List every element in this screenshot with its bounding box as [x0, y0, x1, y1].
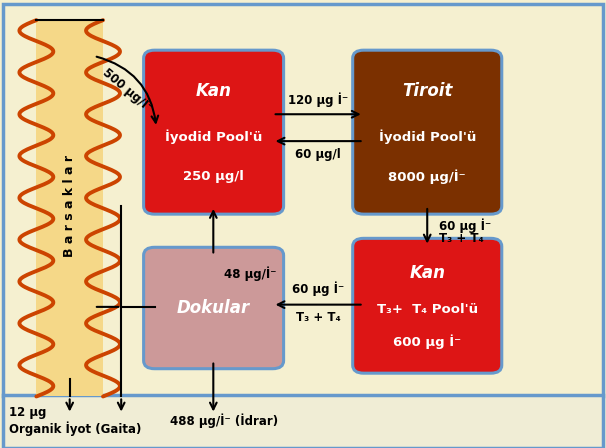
Text: 48 μg/İ⁻: 48 μg/İ⁻: [224, 266, 277, 280]
Text: İyodid Pool'ü: İyodid Pool'ü: [379, 129, 476, 144]
Text: T₃+  T₄ Pool'ü: T₃+ T₄ Pool'ü: [377, 303, 478, 316]
Text: İyodid Pool'ü: İyodid Pool'ü: [165, 129, 262, 144]
Text: T₃ + T₄: T₃ + T₄: [439, 232, 484, 245]
Text: 60 μg/l: 60 μg/l: [295, 148, 341, 161]
Text: 60 μg İ⁻: 60 μg İ⁻: [292, 281, 344, 296]
Text: 8000 μg/İ⁻: 8000 μg/İ⁻: [388, 169, 466, 184]
Text: 250 μg/l: 250 μg/l: [183, 170, 244, 183]
Text: 12 μg: 12 μg: [9, 405, 47, 419]
Text: 120 μg İ⁻: 120 μg İ⁻: [288, 92, 348, 107]
FancyBboxPatch shape: [144, 247, 284, 369]
Text: Kan: Kan: [409, 263, 445, 281]
Text: Dokular: Dokular: [177, 299, 250, 317]
FancyBboxPatch shape: [353, 238, 502, 373]
Text: 60 μg İ⁻: 60 μg İ⁻: [439, 218, 491, 233]
Text: 488 μg/İ⁻ (İdrar): 488 μg/İ⁻ (İdrar): [170, 413, 278, 427]
FancyBboxPatch shape: [353, 50, 502, 214]
FancyBboxPatch shape: [3, 4, 603, 396]
FancyBboxPatch shape: [144, 50, 284, 214]
Text: 500 μg/İ⁻: 500 μg/İ⁻: [100, 65, 156, 115]
Text: Kan: Kan: [196, 82, 231, 100]
Text: T₃ + T₄: T₃ + T₄: [296, 311, 341, 324]
Bar: [36, 20, 103, 396]
Text: 600 μg İ⁻: 600 μg İ⁻: [393, 334, 461, 349]
Text: Organik İyot (Gaita): Organik İyot (Gaita): [9, 422, 141, 436]
Bar: [3, 395, 603, 448]
Text: B a r s a k l a r: B a r s a k l a r: [63, 155, 76, 257]
Text: Tiroit: Tiroit: [402, 82, 453, 100]
